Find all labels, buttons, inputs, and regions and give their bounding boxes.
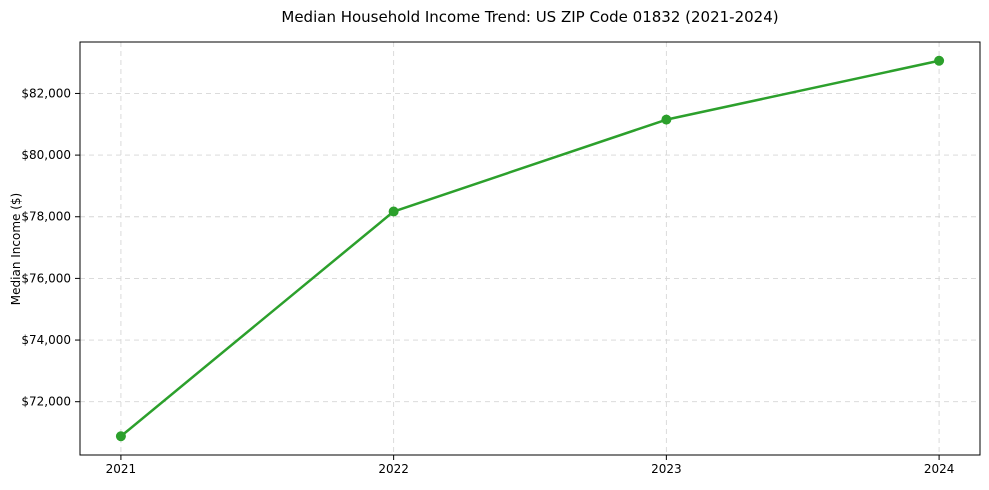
y-tick-label: $82,000 — [21, 86, 71, 100]
y-tick-label: $74,000 — [21, 333, 71, 347]
data-point-marker — [115, 431, 126, 442]
chart-title: Median Household Income Trend: US ZIP Co… — [281, 8, 779, 26]
y-tick-label: $72,000 — [21, 395, 71, 409]
data-point-marker — [934, 55, 945, 66]
y-tick-label: $76,000 — [21, 271, 71, 285]
y-tick-label: $78,000 — [21, 210, 71, 224]
x-tick-label: 2023 — [651, 462, 682, 476]
axes-box — [79, 41, 981, 456]
x-tick-label: 2022 — [378, 462, 409, 476]
data-point-marker — [661, 114, 672, 125]
x-tick-label: 2021 — [106, 462, 137, 476]
data-point-marker — [388, 206, 399, 217]
income-trend-line — [119, 59, 941, 438]
y-tick-label: $80,000 — [21, 148, 71, 162]
x-tick-label: 2024 — [924, 462, 955, 476]
